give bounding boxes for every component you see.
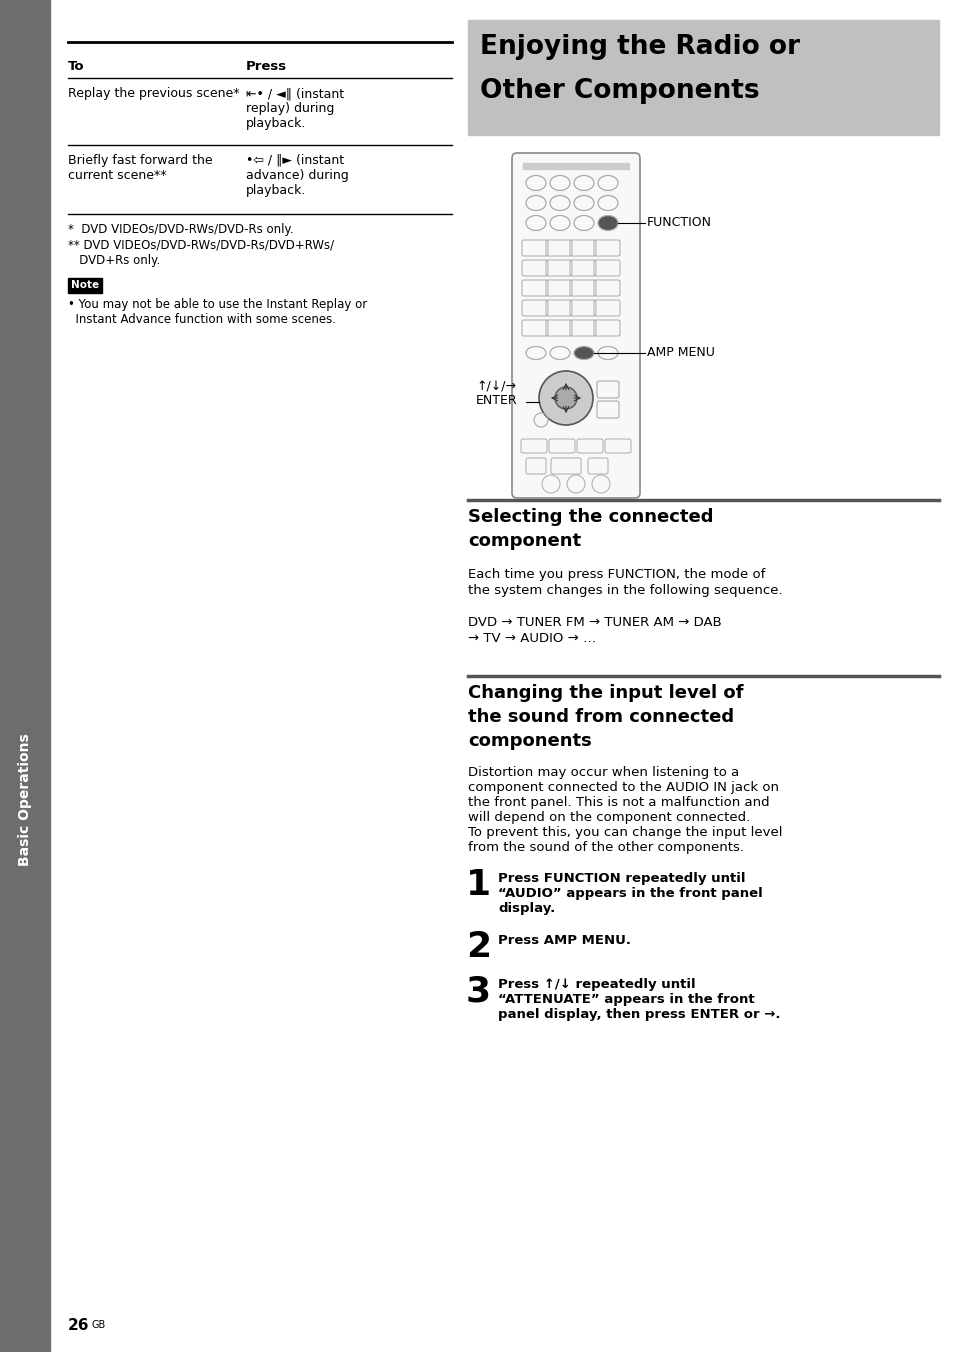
Text: FUNCTION: FUNCTION	[646, 216, 711, 230]
Text: Selecting the connected: Selecting the connected	[468, 508, 713, 526]
Text: Briefly fast forward the: Briefly fast forward the	[68, 154, 213, 168]
Text: playback.: playback.	[246, 118, 306, 130]
Bar	[468, 20, 938, 135]
Text: Replay the previous scene*: Replay the previous scene*	[68, 87, 239, 100]
Text: will depend on the component connected.: will depend on the component connected.	[468, 811, 749, 823]
Text: Each time you press FUNCTION, the mode of: Each time you press FUNCTION, the mode o…	[468, 568, 764, 581]
Text: replay) during: replay) during	[246, 101, 334, 115]
Text: Press FUNCTION repeatedly until: Press FUNCTION repeatedly until	[497, 872, 744, 886]
Text: the front panel. This is not a malfunction and: the front panel. This is not a malfuncti…	[468, 796, 769, 808]
Text: To prevent this, you can change the input level: To prevent this, you can change the inpu…	[468, 826, 781, 840]
Text: components: components	[468, 731, 591, 750]
Text: Press: Press	[246, 59, 287, 73]
Ellipse shape	[574, 346, 594, 360]
Text: component: component	[468, 531, 580, 550]
Bar	[522, 164, 628, 169]
Text: Changing the input level of: Changing the input level of	[468, 684, 742, 702]
Text: the sound from connected: the sound from connected	[468, 708, 734, 726]
Text: Basic Operations: Basic Operations	[18, 734, 32, 867]
Text: •⇦ / ‖► (instant: •⇦ / ‖► (instant	[246, 154, 344, 168]
Text: Note: Note	[71, 280, 99, 291]
Circle shape	[538, 370, 593, 425]
Text: DVD → TUNER FM → TUNER AM → DAB: DVD → TUNER FM → TUNER AM → DAB	[468, 617, 721, 629]
Text: Instant Advance function with some scenes.: Instant Advance function with some scene…	[68, 314, 335, 326]
Text: Press ↑/↓ repeatedly until: Press ↑/↓ repeatedly until	[497, 977, 695, 991]
Text: *  DVD VIDEOs/DVD-RWs/DVD-Rs only.: * DVD VIDEOs/DVD-RWs/DVD-Rs only.	[68, 223, 294, 237]
Text: the system changes in the following sequence.: the system changes in the following sequ…	[468, 584, 781, 598]
Text: ⇤• / ◄‖ (instant: ⇤• / ◄‖ (instant	[246, 87, 344, 100]
Text: 1: 1	[465, 868, 491, 902]
Text: To: To	[68, 59, 85, 73]
Text: component connected to the AUDIO IN jack on: component connected to the AUDIO IN jack…	[468, 781, 779, 794]
Bar	[0, 0, 50, 1352]
Text: playback.: playback.	[246, 184, 306, 197]
Text: “ATTENUATE” appears in the front: “ATTENUATE” appears in the front	[497, 992, 754, 1006]
Text: display.: display.	[497, 902, 555, 915]
Text: 26: 26	[68, 1318, 90, 1333]
Text: ** DVD VIDEOs/DVD-RWs/DVD-Rs/DVD+RWs/: ** DVD VIDEOs/DVD-RWs/DVD-Rs/DVD+RWs/	[68, 239, 334, 251]
Ellipse shape	[598, 215, 618, 230]
Text: → TV → AUDIO → …: → TV → AUDIO → …	[468, 631, 596, 645]
Text: 3: 3	[465, 973, 491, 1009]
Circle shape	[555, 387, 577, 410]
Text: DVD+Rs only.: DVD+Rs only.	[68, 254, 160, 266]
Text: Press AMP MENU.: Press AMP MENU.	[497, 934, 630, 946]
Text: 2: 2	[465, 930, 491, 964]
Text: current scene**: current scene**	[68, 169, 167, 183]
Text: Enjoying the Radio or: Enjoying the Radio or	[479, 34, 800, 59]
Text: panel display, then press ENTER or →.: panel display, then press ENTER or →.	[497, 1009, 780, 1021]
Text: “AUDIO” appears in the front panel: “AUDIO” appears in the front panel	[497, 887, 762, 900]
Text: Other Components: Other Components	[479, 78, 759, 104]
Text: • You may not be able to use the Instant Replay or: • You may not be able to use the Instant…	[68, 297, 367, 311]
FancyBboxPatch shape	[512, 153, 639, 498]
Text: ↑/↓/→: ↑/↓/→	[476, 380, 516, 393]
Text: GB: GB	[91, 1320, 106, 1330]
Text: advance) during: advance) during	[246, 169, 349, 183]
Text: AMP MENU: AMP MENU	[646, 346, 714, 360]
Bar	[68, 279, 102, 293]
Text: Distortion may occur when listening to a: Distortion may occur when listening to a	[468, 767, 739, 779]
Text: from the sound of the other components.: from the sound of the other components.	[468, 841, 743, 854]
Text: ENTER: ENTER	[476, 393, 517, 407]
